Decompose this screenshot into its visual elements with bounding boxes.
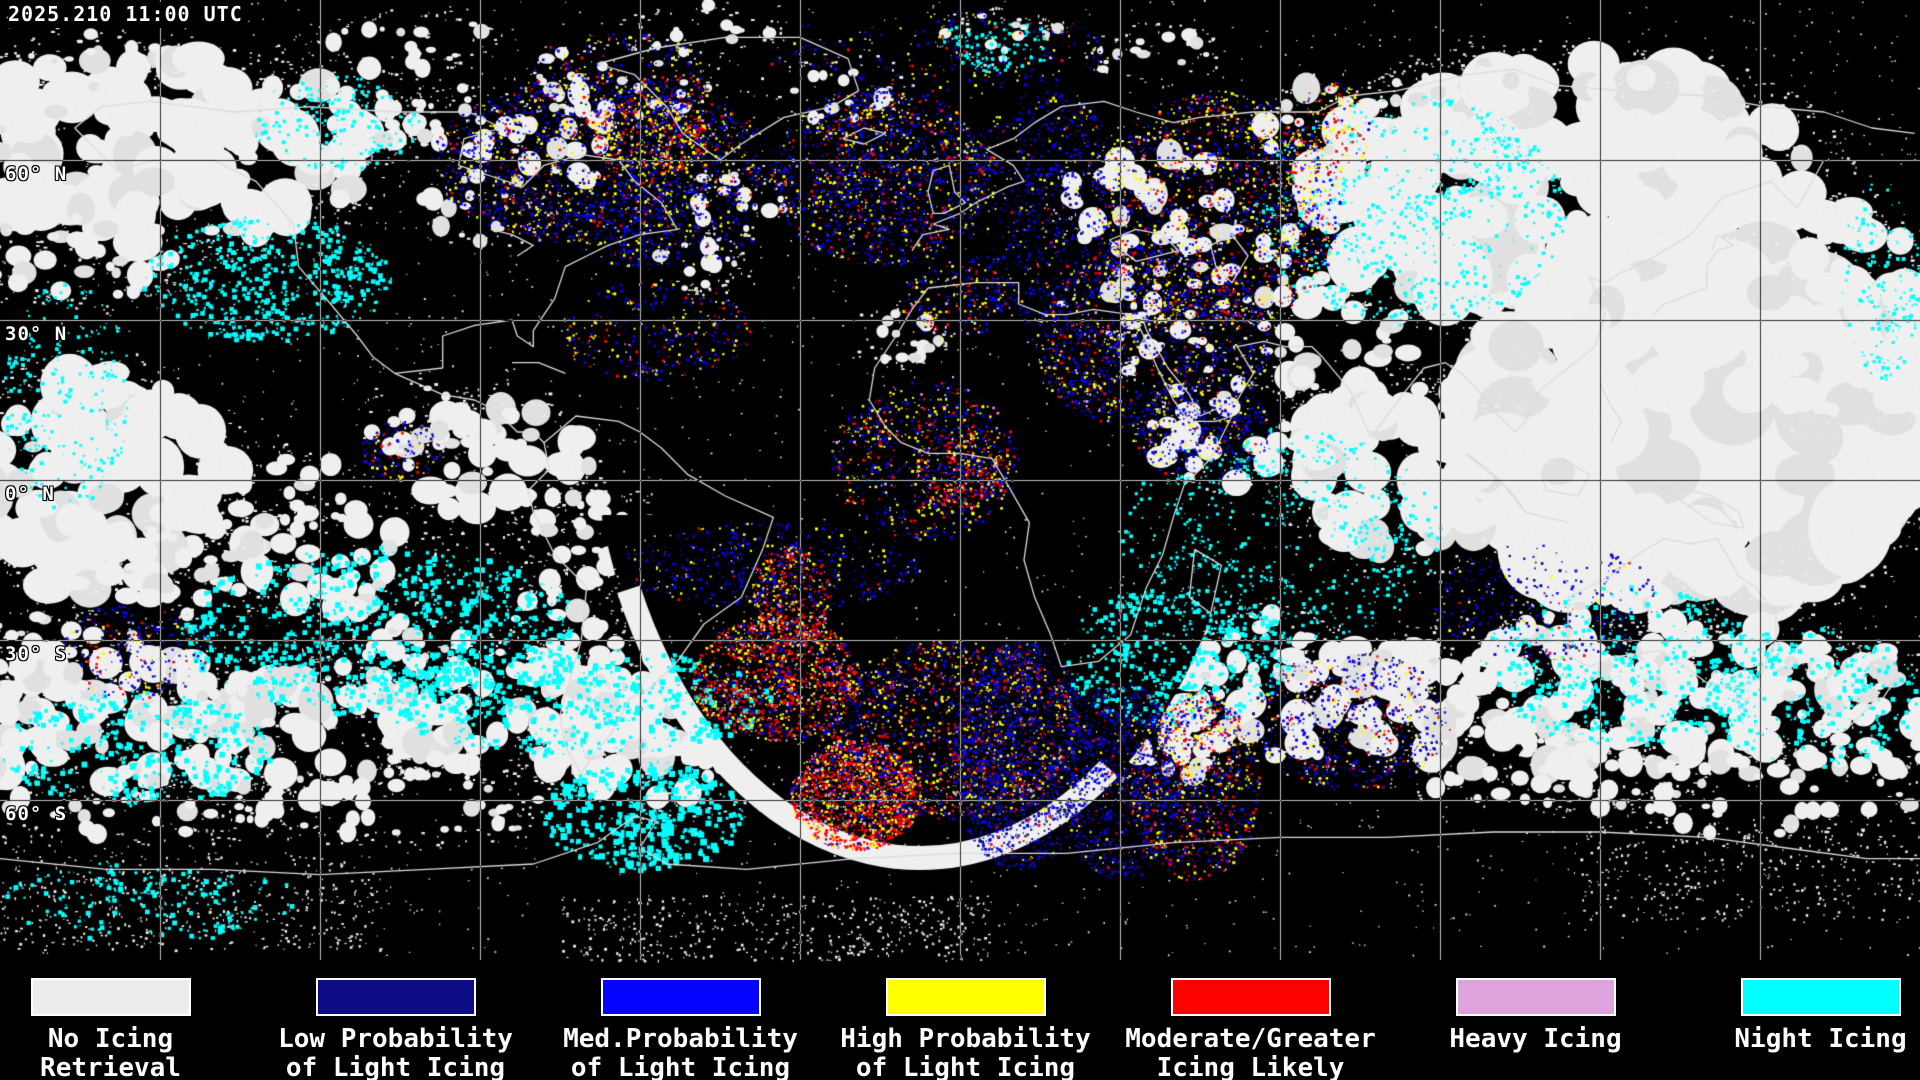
legend-label: High Probability [840,1024,1091,1054]
legend-label: Night Icing [1734,1024,1907,1054]
legend-item-high-prob-light-icing: High Probability of Light Icing [823,978,1108,1080]
legend-label: Med.Probability [563,1024,798,1054]
legend-swatch-high-prob-light-icing [885,978,1046,1016]
legend-label: Heavy Icing [1449,1024,1622,1054]
legend-item-no-icing-retrieval: No Icing Retrieval [0,978,253,1080]
legend-swatch-heavy-icing [1455,978,1616,1016]
legend-swatch-night-icing [1740,978,1901,1016]
legend-item-heavy-icing: Heavy Icing [1393,978,1678,1054]
legend-label: Retrieval [40,1053,181,1080]
latitude-label: 30° S [5,643,68,665]
legend-swatch-moderate-greater-icing [1170,978,1331,1016]
legend-item-med-prob-light-icing: Med.Probability of Light Icing [538,978,823,1080]
latitude-label: 0° N [5,483,55,505]
legend-label: Low Probability [278,1024,513,1054]
latitude-label: 60° N [5,163,68,185]
latitude-label: 30° N [5,323,68,345]
legend-item-low-prob-light-icing: Low Probability of Light Icing [253,978,538,1080]
legend-label: Moderate/Greater [1125,1024,1376,1054]
legend-swatch-no-icing-retrieval [30,978,191,1016]
legend-label: of Light Icing [855,1053,1076,1080]
legend-label: No Icing [47,1024,174,1054]
legend-swatch-low-prob-light-icing [315,978,476,1016]
legend-item-moderate-greater-icing: Moderate/Greater Icing Likely [1108,978,1393,1080]
legend-label: of Light Icing [570,1053,791,1080]
legend-item-night-icing: Night Icing [1678,978,1920,1054]
legend-label: Icing Likely [1156,1053,1345,1080]
timestamp: 2025.210 11:00 UTC [8,2,247,28]
legend-label: of Light Icing [285,1053,506,1080]
latitude-label: 60° S [5,803,68,825]
legend-swatch-med-prob-light-icing [600,978,761,1016]
